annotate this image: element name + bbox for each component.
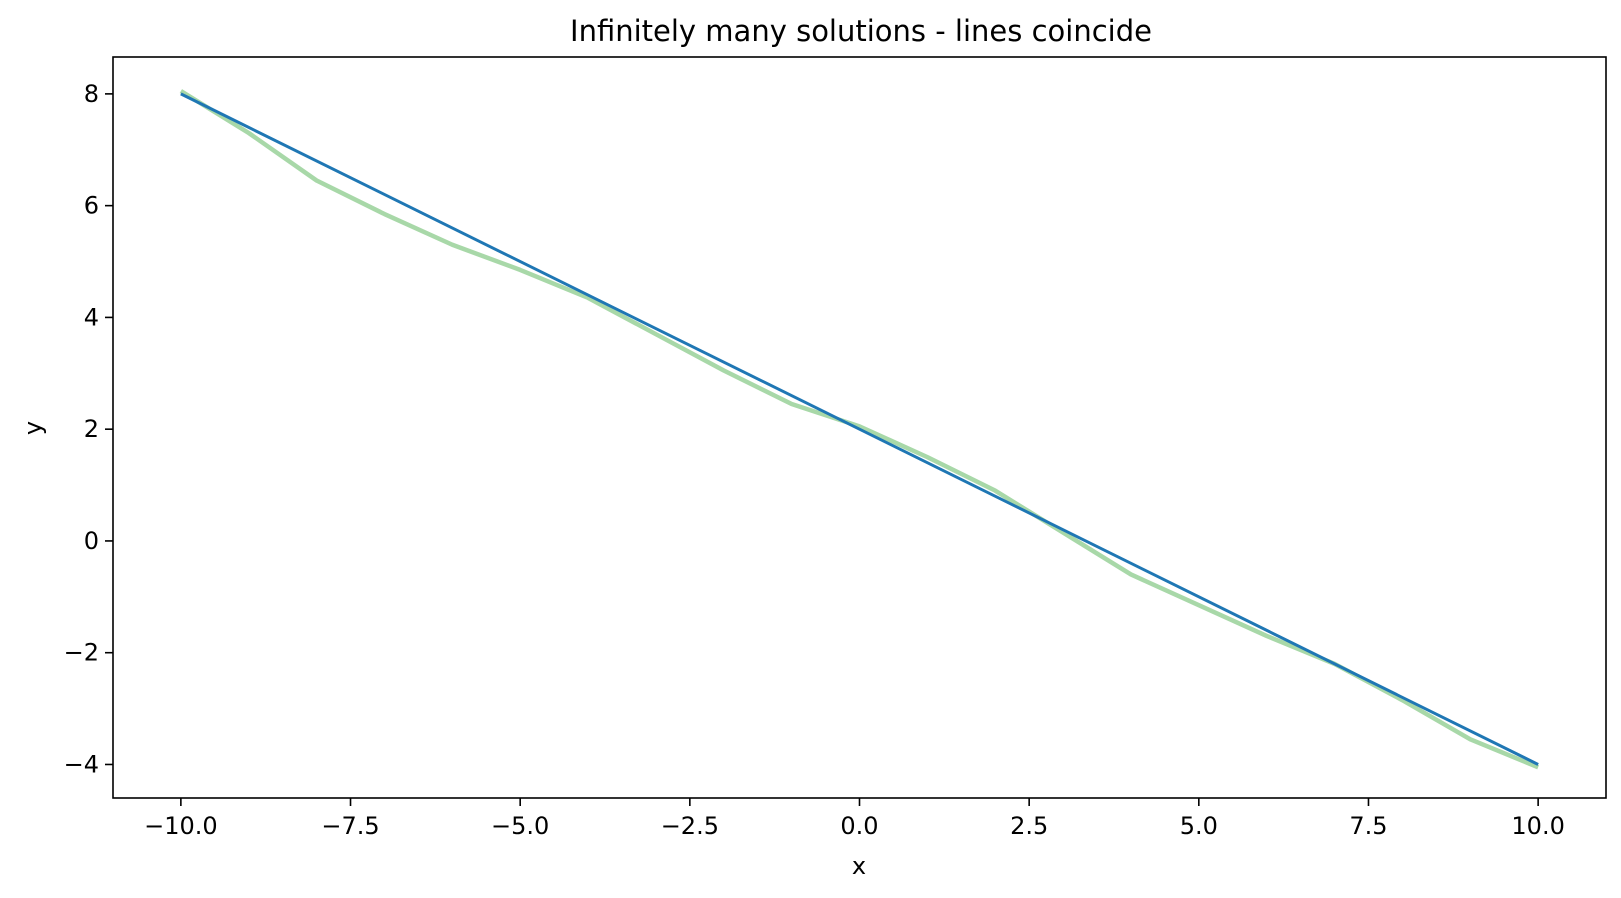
series-line-1 (179, 89, 1539, 770)
x-axis-label: x (852, 852, 866, 880)
x-tick-label: −10.0 (144, 812, 218, 840)
y-tick-label: 6 (84, 192, 99, 220)
x-tick-label: 7.5 (1349, 812, 1387, 840)
y-tick-label: −4 (64, 750, 99, 778)
x-tick-label: 10.0 (1511, 812, 1564, 840)
x-tick-label: 2.5 (1010, 812, 1048, 840)
x-tick-label: −7.5 (321, 812, 379, 840)
x-tick-label: −5.0 (491, 812, 549, 840)
x-tick-label: 5.0 (1180, 812, 1218, 840)
y-tick-label: 0 (84, 527, 99, 555)
y-tick-label: 2 (84, 415, 99, 443)
y-tick-label: 8 (84, 80, 99, 108)
x-tick-label: 0.0 (840, 812, 878, 840)
plot-area (179, 89, 1539, 770)
y-tick-label: 4 (84, 303, 99, 331)
y-axis-label: y (19, 421, 47, 435)
series-line-2 (180, 92, 1539, 766)
y-tick-label: −2 (64, 639, 99, 667)
y-axis: −4 −2 0 2 4 6 8 (64, 80, 113, 778)
x-tick-label: −2.5 (661, 812, 719, 840)
chart-title: Infinitely many solutions - lines coinci… (570, 14, 1152, 48)
x-axis: −10.0 −7.5 −5.0 −2.5 0.0 2.5 5.0 7.5 10.0 (144, 798, 1565, 840)
